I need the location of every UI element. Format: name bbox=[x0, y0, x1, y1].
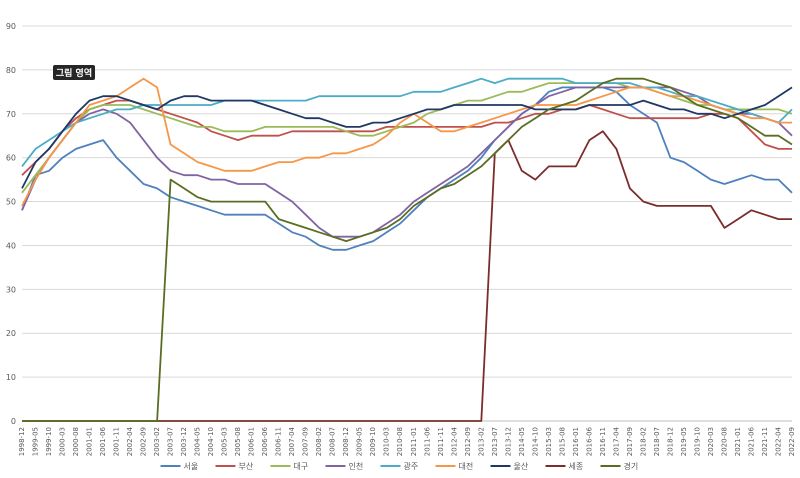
x-tick-label: 2002-04 bbox=[126, 426, 134, 456]
legend-label: 부산 bbox=[239, 461, 254, 471]
x-tick-label: 2022-04 bbox=[774, 426, 782, 456]
x-tick-label: 2018-02 bbox=[639, 427, 647, 456]
x-tick-label: 2019-10 bbox=[693, 427, 701, 456]
x-tick-label: 2018-12 bbox=[666, 427, 674, 456]
series-line-대구 bbox=[21, 82, 793, 194]
x-tick-label: 2006-01 bbox=[248, 427, 256, 456]
y-tick-label: 90 bbox=[6, 22, 16, 31]
x-tick-label: 2012-09 bbox=[464, 427, 472, 456]
y-tick-label: 20 bbox=[6, 329, 16, 338]
x-tick-label: 2013-12 bbox=[504, 427, 512, 456]
x-tick-label: 2016-11 bbox=[599, 427, 607, 456]
x-tick-label: 2009-05 bbox=[356, 427, 364, 456]
x-tick-label: 2014-05 bbox=[518, 427, 526, 456]
x-tick-label: 2010-03 bbox=[383, 427, 391, 456]
y-tick-label: 30 bbox=[6, 285, 16, 294]
y-tick-label: 60 bbox=[6, 154, 16, 163]
legend-label: 대구 bbox=[294, 462, 309, 471]
x-tick-label: 1998-12 bbox=[18, 427, 26, 456]
x-tick-label: 2011-06 bbox=[423, 426, 431, 456]
x-tick-label: 2018-07 bbox=[653, 427, 661, 456]
series-line-대전 bbox=[21, 77, 792, 207]
x-tick-label: 2008-02 bbox=[315, 427, 323, 456]
legend-label: 광주 bbox=[404, 461, 419, 471]
x-tick-label: 2007-04 bbox=[288, 426, 296, 456]
x-tick-label: 2021-01 bbox=[734, 427, 742, 456]
legend-label: 서울 bbox=[184, 462, 199, 471]
legend-label: 인천 bbox=[349, 461, 364, 471]
tooltip-text: 그림 영역 bbox=[56, 67, 92, 79]
x-tick-label: 2009-10 bbox=[369, 427, 377, 456]
series-line-인천 bbox=[21, 86, 793, 238]
y-axis: 0 10 20 30 40 50 60 70 80 90 bbox=[6, 22, 16, 426]
series-line-경기 bbox=[22, 77, 793, 422]
x-tick-label: 2017-04 bbox=[612, 426, 620, 456]
grid-lines bbox=[22, 25, 792, 422]
x-tick-label: 2004-10 bbox=[207, 427, 215, 456]
x-tick-label: 2001-06 bbox=[99, 426, 107, 456]
x-tick-label: 2000-08 bbox=[72, 427, 80, 456]
x-tick-label: 2022-09 bbox=[788, 427, 796, 456]
tooltip-box bbox=[53, 65, 95, 80]
x-tick-label: 2020-08 bbox=[720, 427, 728, 456]
x-tick-label: 2000-03 bbox=[59, 427, 67, 456]
x-tick-label: 2020-03 bbox=[707, 427, 715, 456]
x-tick-label: 2004-05 bbox=[194, 427, 202, 456]
x-tick-label: 2021-11 bbox=[761, 427, 769, 456]
x-tick-label: 2015-08 bbox=[558, 427, 566, 456]
x-tick-label: 2008-12 bbox=[342, 427, 350, 456]
series-line-서울 bbox=[21, 86, 793, 251]
x-tick-label: 2010-08 bbox=[396, 427, 404, 456]
x-tick-label: 2014-10 bbox=[531, 427, 539, 456]
x-tick-label: 2005-03 bbox=[221, 427, 229, 456]
x-tick-label: 2006-11 bbox=[275, 427, 283, 456]
y-tick-label: 10 bbox=[6, 373, 16, 382]
x-tick-label: 2007-09 bbox=[302, 427, 310, 456]
x-tick-label: 2011-11 bbox=[437, 427, 445, 456]
legend-label: 경기 bbox=[624, 461, 639, 471]
y-tick-label: 0 bbox=[11, 417, 16, 426]
x-tick-label: 2001-11 bbox=[113, 427, 121, 456]
x-tick-label: 2021-06 bbox=[747, 426, 755, 456]
x-tick-label: 2003-07 bbox=[167, 427, 175, 456]
y-tick-label: 40 bbox=[6, 241, 16, 250]
x-tick-label: 2017-09 bbox=[626, 427, 634, 456]
series-lines bbox=[21, 77, 793, 422]
x-tick-label: 1999-10 bbox=[45, 427, 53, 456]
legend-label: 대전 bbox=[459, 461, 474, 471]
x-tick-label: 1999-05 bbox=[32, 427, 40, 456]
y-tick-label: 70 bbox=[6, 110, 16, 119]
x-tick-label: 2019-05 bbox=[680, 427, 688, 456]
x-tick-label: 2013-02 bbox=[477, 427, 485, 456]
x-tick-label: 2002-09 bbox=[140, 427, 148, 456]
series-line-광주 bbox=[21, 77, 793, 167]
series-line-울산 bbox=[21, 86, 793, 189]
y-tick-label: 80 bbox=[6, 66, 16, 75]
x-tick-label: 2011-01 bbox=[410, 427, 418, 456]
legend-label: 울산 bbox=[514, 461, 529, 471]
x-tick-label: 2016-06 bbox=[585, 426, 593, 456]
x-tick-label: 2001-01 bbox=[86, 427, 94, 456]
y-tick-label: 50 bbox=[6, 198, 16, 207]
x-axis: 1998-12 1999-05 1999-10 2000-03 2000-08 2001-… bbox=[18, 426, 796, 456]
legend: 서울 부산 대구 인천 광주 대전 울산 세종 경기 bbox=[160, 461, 639, 471]
x-tick-label: 2003-02 bbox=[153, 427, 161, 456]
x-tick-label: 2013-07 bbox=[491, 427, 499, 456]
series-line-부산 bbox=[21, 99, 792, 176]
x-tick-label: 2008-07 bbox=[329, 427, 337, 456]
x-tick-label: 2005-08 bbox=[234, 427, 242, 456]
chart-area-tooltip: 그림 영역 bbox=[53, 65, 95, 80]
legend-label: 세종 bbox=[569, 462, 584, 471]
x-tick-label: 2003-12 bbox=[180, 427, 188, 456]
x-tick-label: 2016-01 bbox=[572, 427, 580, 456]
x-tick-label: 2015-03 bbox=[545, 427, 553, 456]
x-tick-label: 2006-06 bbox=[261, 426, 269, 456]
x-tick-label: 2012-04 bbox=[450, 426, 458, 456]
